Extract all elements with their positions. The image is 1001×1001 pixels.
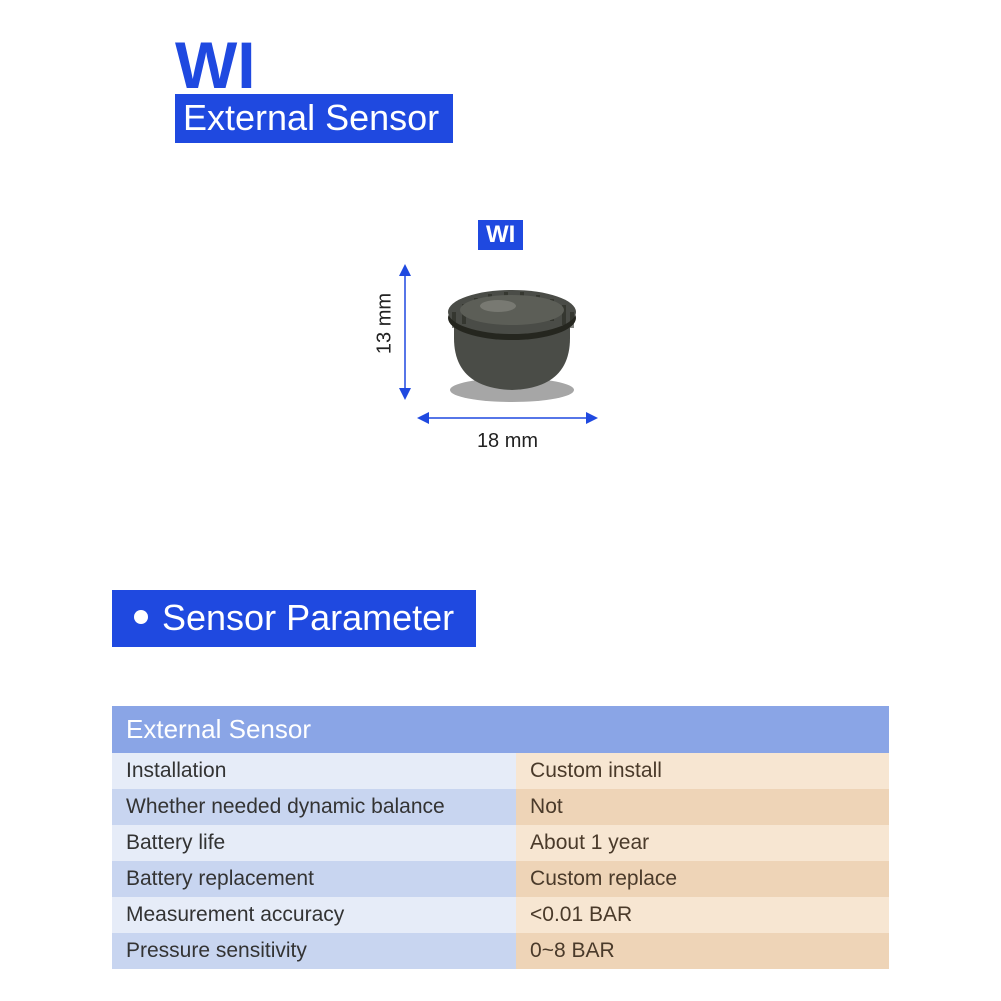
table-row: Whether needed dynamic balanceNot bbox=[112, 789, 889, 825]
table-row: Measurement accuracy<0.01 BAR bbox=[112, 897, 889, 933]
param-name: Battery replacement bbox=[112, 861, 516, 897]
table-row: Battery lifeAbout 1 year bbox=[112, 825, 889, 861]
param-value: Not bbox=[516, 789, 889, 825]
bullet-icon bbox=[134, 610, 148, 624]
section-title: Sensor Parameter bbox=[112, 590, 476, 647]
model-badge: WI bbox=[478, 220, 523, 250]
dimension-height-label: 13 mm bbox=[374, 289, 397, 359]
param-value: 0~8 BAR bbox=[516, 933, 889, 969]
product-diagram: WI 13 mm bbox=[360, 220, 640, 480]
param-value: Custom install bbox=[516, 753, 889, 789]
arrow-horizontal-icon bbox=[415, 410, 600, 430]
section-title-text: Sensor Parameter bbox=[162, 597, 454, 638]
param-name: Measurement accuracy bbox=[112, 897, 516, 933]
param-value: <0.01 BAR bbox=[516, 897, 889, 933]
param-name: Battery life bbox=[112, 825, 516, 861]
dimension-width-label: 18 mm bbox=[415, 430, 600, 453]
header-model: WI bbox=[175, 32, 453, 98]
table-body: InstallationCustom installWhether needed… bbox=[112, 753, 889, 969]
param-value: About 1 year bbox=[516, 825, 889, 861]
param-name: Installation bbox=[112, 753, 516, 789]
param-name: Whether needed dynamic balance bbox=[112, 789, 516, 825]
sensor-icon bbox=[430, 268, 590, 408]
header-subtitle: External Sensor bbox=[175, 94, 453, 143]
param-value: Custom replace bbox=[516, 861, 889, 897]
table-row: InstallationCustom install bbox=[112, 753, 889, 789]
parameter-table: External Sensor InstallationCustom insta… bbox=[112, 706, 889, 969]
table-row: Pressure sensitivity0~8 BAR bbox=[112, 933, 889, 969]
table-title: External Sensor bbox=[112, 706, 889, 753]
table-row: Battery replacementCustom replace bbox=[112, 861, 889, 897]
dimension-vertical: 13 mm bbox=[390, 262, 420, 402]
dimension-horizontal: 18 mm bbox=[415, 410, 600, 450]
param-name: Pressure sensitivity bbox=[112, 933, 516, 969]
